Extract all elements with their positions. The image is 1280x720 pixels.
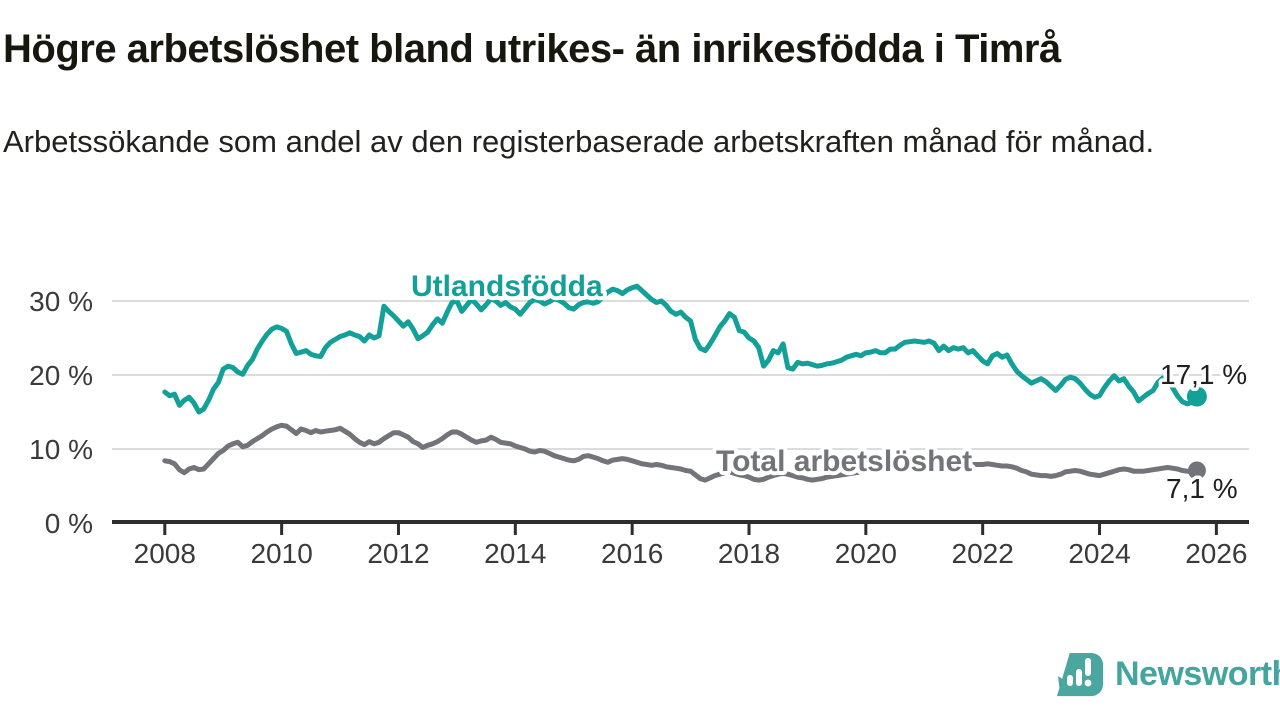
x-tick-label-2020: 2020 [835,538,897,569]
gridlines [112,300,1249,450]
series-label-total-arbetsloshet: Total arbetslöshet [716,445,972,478]
utlandsfodda-end-dot [1186,386,1207,407]
x-tick-label-2022: 2022 [952,538,1014,569]
newsworthy-logo-text: Newsworthy [1115,654,1280,693]
x-tick-label-2012: 2012 [367,538,429,569]
y-axis-labels: 0 % 10 % 20 % 30 % [29,286,93,539]
x-tick-label-2016: 2016 [601,538,663,569]
x-tick-label-2008: 2008 [134,538,196,569]
page-subtitle: Arbetssökande som andel av den registerb… [3,124,1155,159]
series-label-utlandsfodda: Utlandsfödda [411,270,603,303]
y-tick-label-10: 10 % [29,434,93,465]
end-value-utlandsfodda: 17,1 % [1160,359,1247,390]
end-value-total-arbetsloshet: 7,1 % [1166,473,1238,504]
page-title: Högre arbetslöshet bland utrikes- än inr… [3,27,1061,71]
x-tick-label-2024: 2024 [1068,538,1130,569]
y-tick-label-30: 30 % [29,286,93,317]
y-tick-label-20: 20 % [29,360,93,391]
line-total-arbetsloshet [162,422,1200,483]
x-tick-label-2010: 2010 [250,538,312,569]
line-utlandsfodda [162,283,1200,415]
x-axis: 2008 2010 2012 2014 2016 2018 2020 2022 2024 2026 [112,520,1249,569]
x-tick-label-2014: 2014 [484,538,546,569]
total-arbetsloshet-end-dot [1187,461,1206,480]
x-tick-label-2026: 2026 [1185,538,1247,569]
x-tick-label-2018: 2018 [718,538,780,569]
newsworthy-logo[interactable]: Newsworthy [1056,646,1280,702]
newsworthy-logo-icon [1057,652,1104,697]
y-tick-label-0: 0 % [45,508,93,539]
